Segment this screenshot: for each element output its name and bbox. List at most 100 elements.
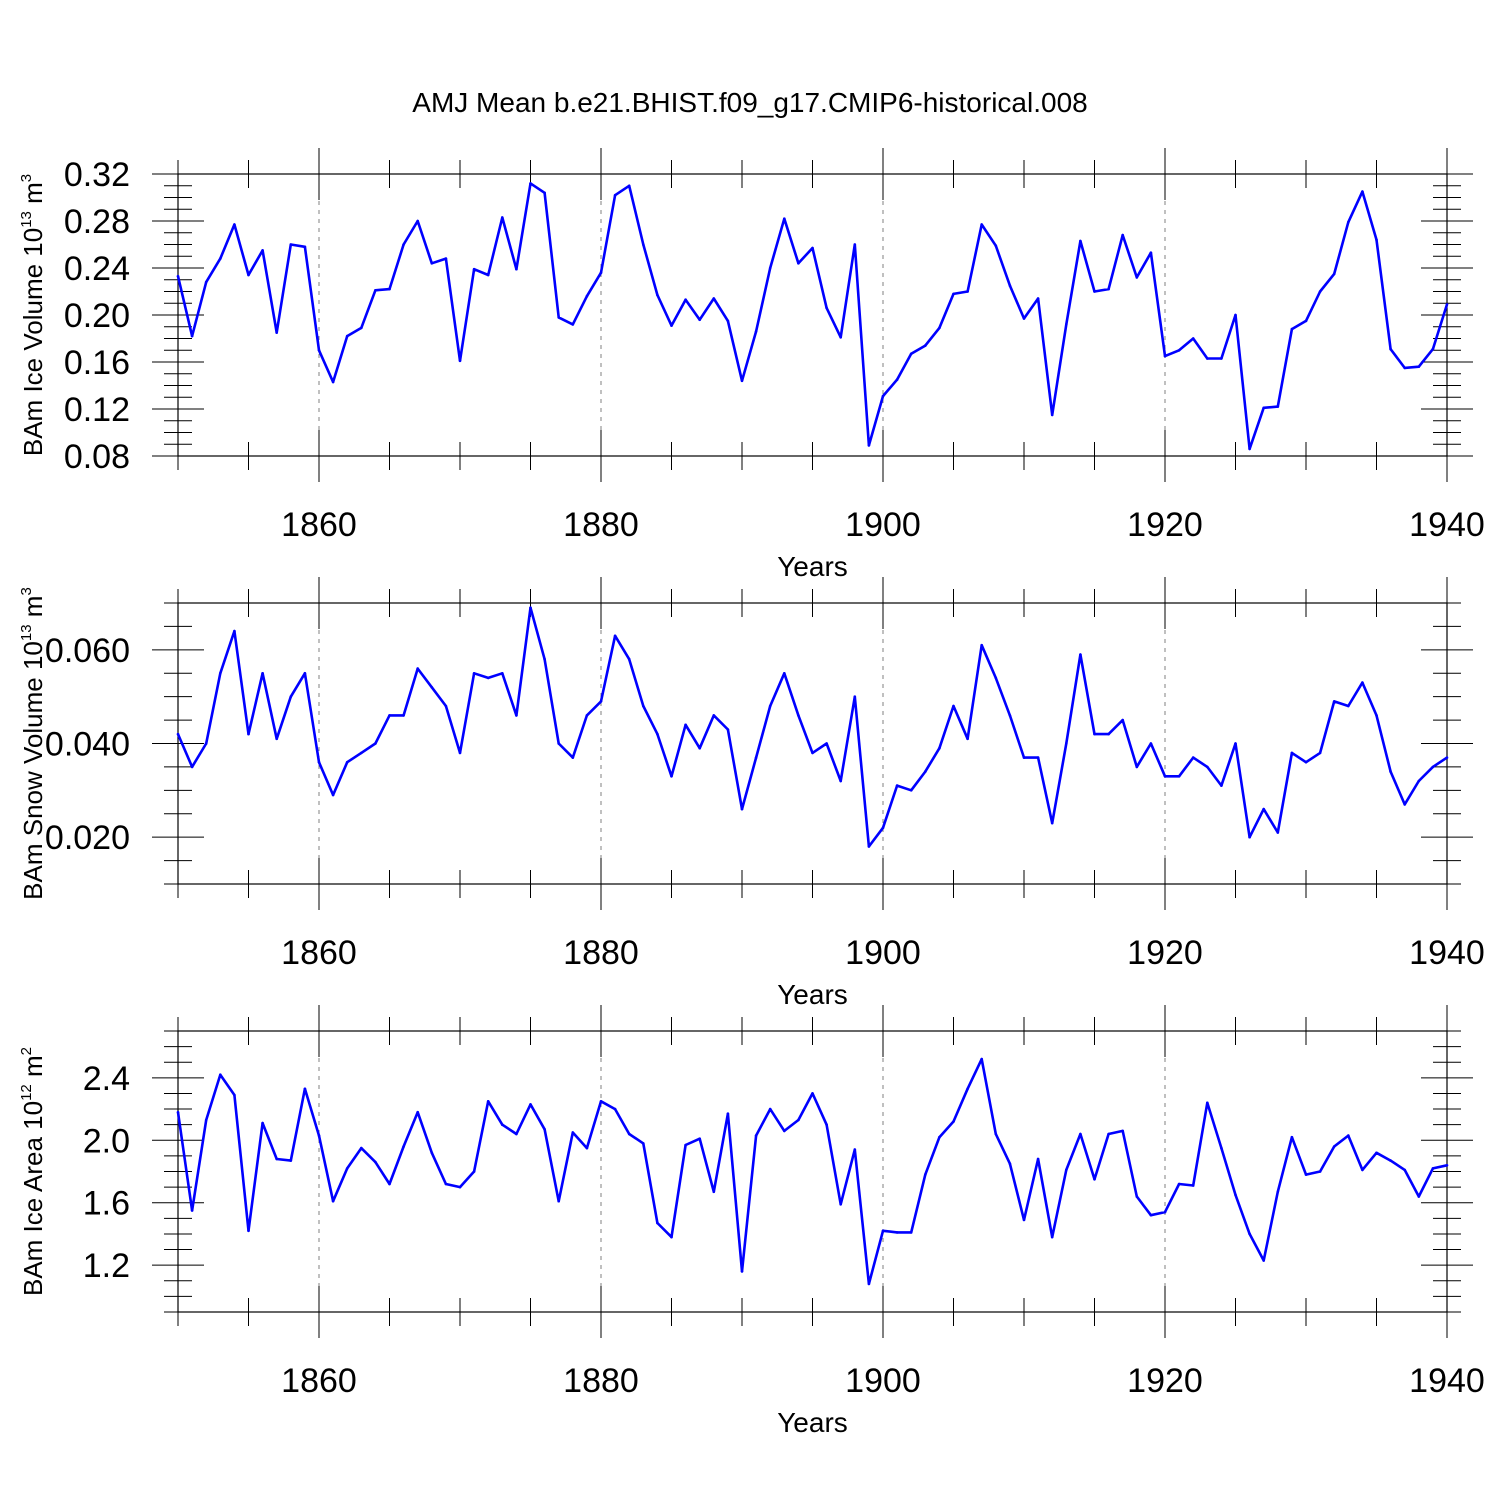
data-point xyxy=(1290,751,1294,755)
data-point xyxy=(1403,366,1406,370)
data-point xyxy=(797,262,800,265)
data-point xyxy=(783,672,786,675)
data-point xyxy=(1332,272,1336,276)
data-point xyxy=(994,676,998,680)
data-point xyxy=(909,1231,913,1234)
y-axis-title-unit_exponent: 2 xyxy=(18,1047,35,1055)
data-point xyxy=(938,326,941,330)
data-point xyxy=(797,714,800,717)
data-point xyxy=(1121,718,1124,722)
data-point xyxy=(839,779,842,783)
data-point xyxy=(853,695,857,698)
y-tick-label: 0.28 xyxy=(64,203,130,241)
y-tick-label: 0.020 xyxy=(45,819,130,857)
data-point xyxy=(1262,406,1265,410)
data-point xyxy=(980,643,983,647)
data-point xyxy=(585,1146,589,1150)
data-point xyxy=(684,723,687,727)
data-point xyxy=(543,657,546,661)
data-point xyxy=(515,714,518,717)
data-point xyxy=(388,714,391,717)
y-tick-label: 2.4 xyxy=(83,1060,130,1098)
data-point xyxy=(1262,807,1265,811)
data-point xyxy=(1093,290,1096,293)
data-point xyxy=(303,672,307,675)
data-point xyxy=(1318,751,1322,755)
data-point xyxy=(529,606,532,609)
data-point xyxy=(952,292,955,296)
data-point xyxy=(1050,413,1054,417)
data-point xyxy=(1065,742,1068,745)
x-tick-label: 1920 xyxy=(1127,1362,1203,1400)
data-point xyxy=(980,223,983,226)
data-point xyxy=(768,266,772,270)
data-point xyxy=(247,1229,250,1233)
data-point xyxy=(1022,317,1026,320)
data-point xyxy=(909,789,913,792)
y-axis-title-unit_exponent: 3 xyxy=(18,587,35,595)
data-point xyxy=(1389,770,1392,773)
data-point xyxy=(402,714,405,717)
data-point xyxy=(1149,251,1153,254)
data-point xyxy=(698,318,701,322)
data-point xyxy=(1290,327,1294,331)
x-tick-label: 1900 xyxy=(845,934,921,972)
data-point xyxy=(1318,1170,1322,1173)
data-point xyxy=(261,249,264,252)
data-point xyxy=(895,784,899,787)
data-point xyxy=(1389,1159,1392,1162)
data-point xyxy=(1361,681,1364,684)
data-point xyxy=(684,298,687,302)
x-tick-label: 1860 xyxy=(281,1362,357,1400)
data-point xyxy=(1375,238,1378,242)
data-point xyxy=(1304,760,1308,764)
data-point xyxy=(486,676,490,680)
x-tick-label: 1900 xyxy=(845,506,921,544)
data-point xyxy=(1304,1173,1308,1176)
data-point xyxy=(486,1100,490,1103)
data-point xyxy=(190,765,194,769)
data-point xyxy=(1191,337,1195,340)
data-point xyxy=(515,267,518,271)
data-point xyxy=(811,246,814,250)
chart-panel-2: 0.020 0.040 0.060 1860 1880 1900 1920 1940 Years… xyxy=(18,577,1485,1010)
data-point xyxy=(768,704,772,708)
data-point xyxy=(1234,1193,1237,1197)
data-point xyxy=(1022,756,1026,759)
data-point xyxy=(233,223,236,226)
data-point xyxy=(1163,354,1167,358)
data-point xyxy=(233,1093,236,1097)
data-point xyxy=(1036,756,1040,759)
data-point xyxy=(176,274,180,278)
y-tick-label: 2.0 xyxy=(83,1122,130,1160)
data-point xyxy=(938,746,941,750)
data-point xyxy=(571,323,575,326)
y-tick-label: 1.2 xyxy=(83,1247,130,1285)
data-point xyxy=(740,1270,744,1273)
data-point xyxy=(1065,1168,1068,1172)
data-point xyxy=(1206,1101,1209,1105)
data-point xyxy=(924,1173,927,1176)
data-point xyxy=(924,344,927,347)
data-point xyxy=(797,1118,800,1122)
data-point xyxy=(444,704,448,708)
data-point xyxy=(670,1235,673,1239)
data-point xyxy=(1276,405,1280,408)
data-point xyxy=(613,1107,617,1111)
data-point xyxy=(1375,1151,1378,1155)
data-point xyxy=(1135,276,1139,279)
y-tick-label: 0.16 xyxy=(64,344,130,382)
data-point xyxy=(825,1123,828,1126)
data-point xyxy=(1248,447,1251,451)
data-point xyxy=(881,394,885,398)
data-point xyxy=(1262,1259,1265,1262)
data-point xyxy=(1135,1195,1139,1198)
data-point xyxy=(740,807,744,811)
data-point xyxy=(303,245,307,249)
data-point xyxy=(458,359,462,363)
data-point xyxy=(1079,1132,1082,1136)
data-point xyxy=(1417,779,1421,783)
data-point xyxy=(698,746,701,750)
data-point xyxy=(1347,704,1350,708)
